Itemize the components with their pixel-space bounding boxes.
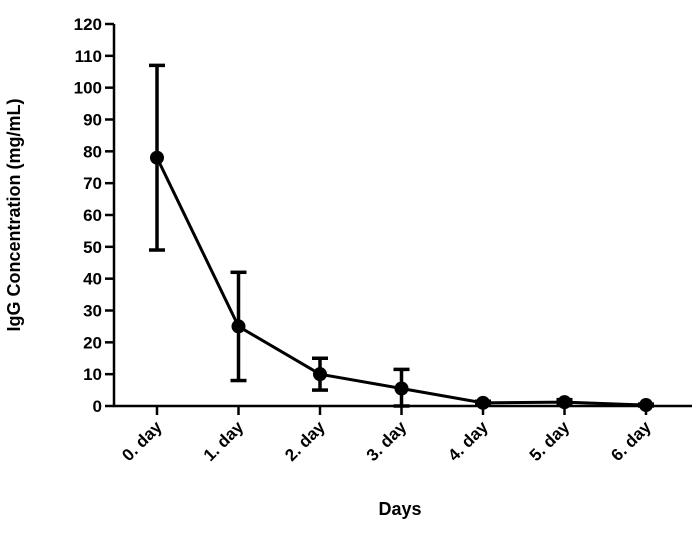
data-point [231,319,246,334]
y-tick-label: 50 [83,238,102,257]
y-axis-ticks: 0 10 20 30 40 50 60 70 80 90 100 110 120 [74,15,114,416]
x-axis-ticks: 0. day 1. day 2. day 3. day 4. day 5. day 6. d… [118,406,655,465]
x-tick-label: 6. day [607,417,655,465]
y-tick-label: 60 [83,206,102,225]
y-tick-label: 40 [83,270,102,289]
y-tick-label: 120 [74,15,102,34]
x-tick-label: 5. day [526,417,574,465]
data-point [639,398,653,413]
y-tick-label: 70 [83,174,102,193]
y-tick-label: 90 [83,111,102,130]
y-tick-label: 30 [83,302,102,321]
y-tick-label: 0 [93,397,102,416]
x-tick-label: 1. day [200,417,248,465]
x-axis-title: Days [378,499,421,519]
data-point [313,367,327,382]
data-point [476,395,490,410]
x-tick-label: 0. day [118,417,166,465]
y-tick-label: 20 [83,333,102,352]
x-tick-label: 2. day [281,417,329,465]
y-tick-label: 100 [74,79,102,98]
data-point [557,395,572,410]
y-axis-title: IgG Concentration (mg/mL) [4,99,24,332]
x-tick-label: 3. day [363,417,411,465]
data-point [394,381,409,396]
y-tick-label: 110 [75,47,102,66]
x-tick-label: 4. day [444,417,492,465]
y-tick-label: 80 [83,142,102,161]
y-tick-label: 10 [83,365,102,384]
series-layer [149,63,654,413]
data-point [150,150,164,165]
